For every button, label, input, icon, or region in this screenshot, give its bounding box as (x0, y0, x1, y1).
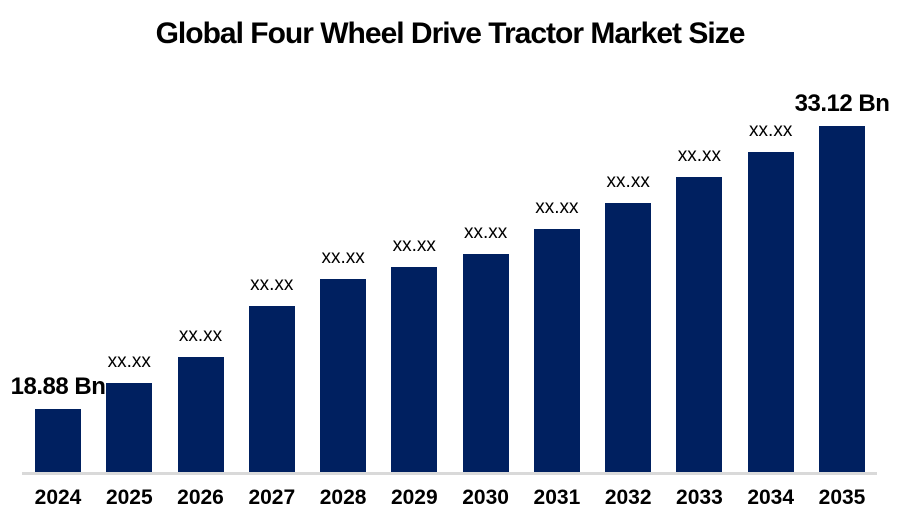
x-axis-label-2032: 2032 (604, 486, 652, 509)
bar-value-label: xx.xx (178, 325, 223, 346)
bar-value-label: xx.xx (250, 274, 294, 295)
x-axis-label-2026: 2026 (177, 486, 224, 509)
bar-2027 (248, 306, 295, 472)
bar-2033 (676, 177, 723, 472)
x-axis-label-2030: 2030 (462, 486, 509, 509)
bar-2025 (106, 383, 153, 472)
bar-2029 (391, 267, 438, 472)
bar-value-label: xx.xx (463, 222, 508, 243)
bar-2035 (819, 126, 865, 472)
x-axis-label-2034: 2034 (747, 486, 795, 509)
x-axis-label-2031: 2031 (533, 486, 581, 509)
bar-2024 (35, 409, 81, 472)
bar-2028 (320, 279, 367, 472)
bar-value-label: xx.xx (606, 171, 650, 192)
bar-value-label-emphasized: 18.88 Bn (10, 373, 106, 400)
x-axis-label-2035: 2035 (818, 486, 866, 509)
bar-2026 (177, 357, 224, 472)
bar-value-label: xx.xx (107, 351, 151, 372)
bar-value-label-emphasized: 33.12 Bn (794, 90, 890, 117)
x-axis-label-2029: 2029 (390, 486, 438, 509)
bar-2030 (462, 254, 509, 472)
x-axis-line (22, 472, 877, 475)
bar-2032 (605, 203, 652, 472)
chart-title: Global Four Wheel Drive Tractor Market S… (155, 17, 746, 50)
x-axis-label-2025: 2025 (105, 486, 153, 509)
x-axis-label-2033: 2033 (676, 486, 723, 509)
bar-value-label: xx.xx (535, 197, 579, 218)
bar-2034 (747, 152, 794, 472)
bar-value-label: xx.xx (321, 247, 365, 268)
x-axis-label-2024: 2024 (34, 486, 82, 509)
bar-value-label: xx.xx (749, 120, 793, 141)
x-axis-label-2027: 2027 (248, 486, 296, 509)
bar-value-label: xx.xx (677, 145, 722, 166)
bar-value-label: xx.xx (392, 235, 436, 256)
bar-2031 (533, 229, 580, 472)
x-axis-label-2028: 2028 (319, 486, 367, 509)
